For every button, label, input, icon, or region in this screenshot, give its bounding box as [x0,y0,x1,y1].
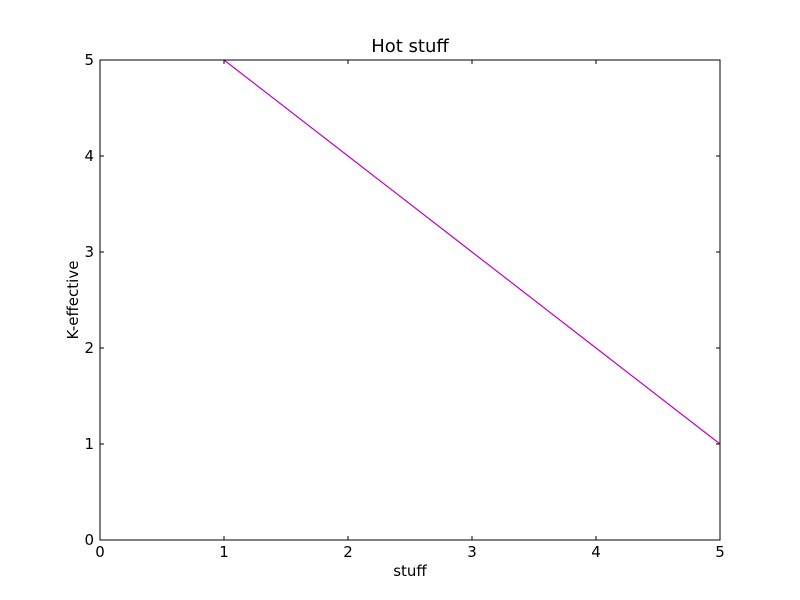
y-tick-label: 3 [84,243,94,261]
x-axis-label: stuff [393,562,427,580]
x-tick-label: 2 [343,543,353,561]
x-tick-label: 0 [95,543,105,561]
y-tick-label: 4 [84,147,94,165]
plot-frame [99,59,721,541]
series-layer [223,59,721,445]
x-tick-label: 4 [591,543,601,561]
series-line [223,59,721,445]
x-tick-label: 5 [715,543,725,561]
chart-title: Hot stuff [371,36,449,57]
y-tick-label: 1 [84,435,94,453]
y-axis-label: K-effective [64,261,82,340]
y-tick-label: 5 [84,51,94,69]
plot-background [100,60,720,540]
x-tick-label: 3 [467,543,477,561]
x-tick-label: 1 [219,543,229,561]
y-tick-label: 0 [84,531,94,549]
y-tick-label: 2 [84,339,94,357]
